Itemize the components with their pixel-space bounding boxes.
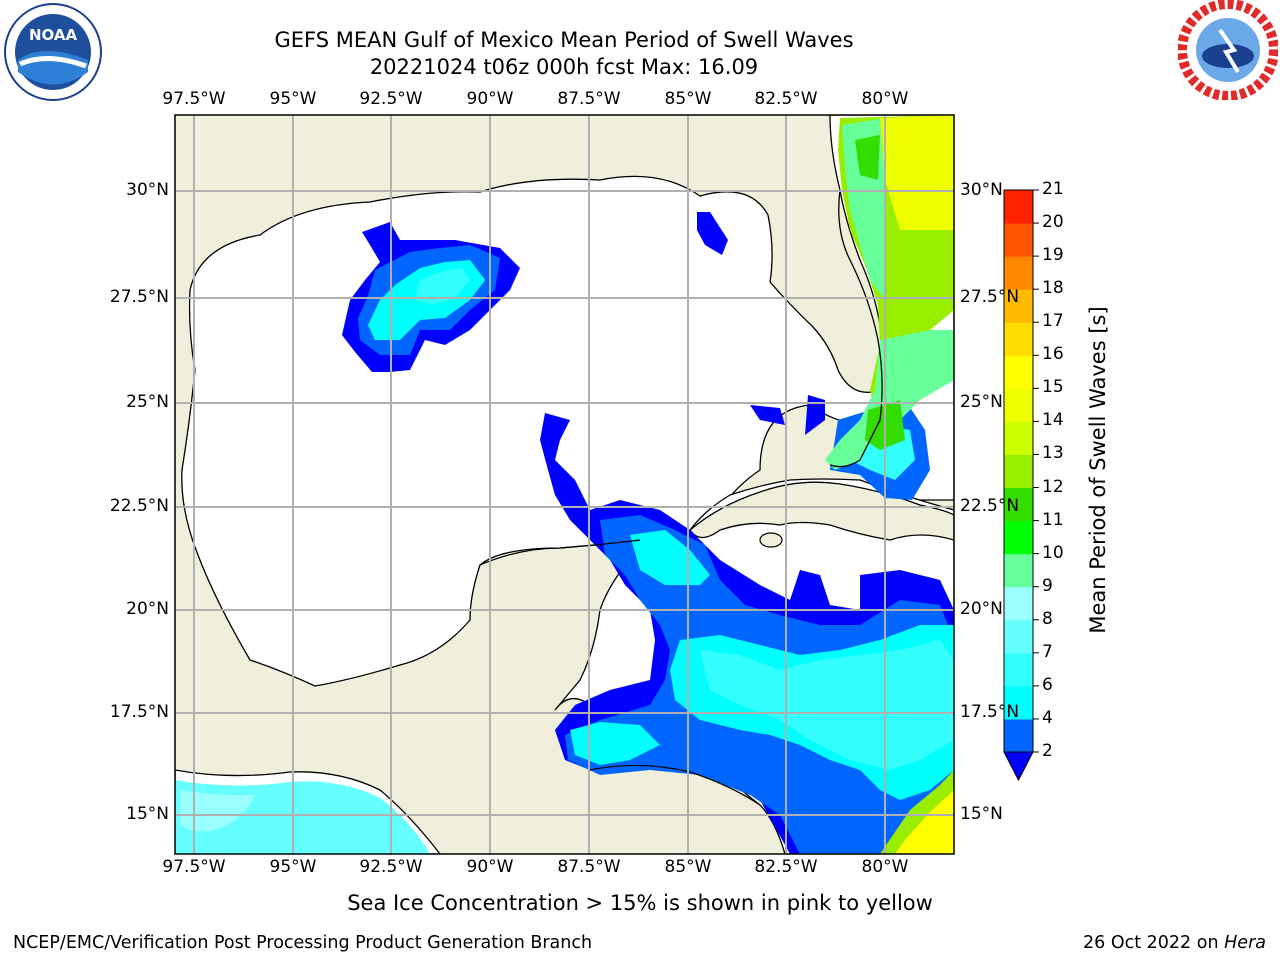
colorbar-segment [1004, 553, 1033, 588]
footer-left: NCEP/EMC/Verification Post Processing Pr… [13, 933, 593, 953]
colorbar-tick-label: 11 [1042, 509, 1064, 530]
colorbar-segment [1004, 454, 1033, 489]
colorbar-segment [1004, 520, 1033, 555]
colorbar-segment [1004, 652, 1033, 687]
colorbar-tick-label: 7 [1042, 641, 1053, 662]
colorbar-segment [1004, 322, 1033, 356]
colorbar-segment [1004, 685, 1033, 720]
lon-label-top-90w: 90°W [466, 89, 514, 109]
lon-label-top-95w: 95°W [269, 89, 317, 109]
swell-period-field [175, 115, 954, 854]
lat-label-left-15n: 15°N [126, 804, 169, 824]
noaa-logo: NOAA [2, 2, 104, 102]
footer-date: 26 Oct 2022 on [1083, 933, 1219, 953]
lat-label-left-22.5n: 22.5°N [109, 496, 169, 516]
lat-label-left-30n: 30°N [126, 180, 169, 200]
colorbar-tick-label: 14 [1042, 410, 1064, 431]
map-frame [174, 114, 955, 855]
colorbar-segment [1004, 718, 1033, 753]
lon-label-top-80w: 80°W [861, 89, 909, 109]
lon-label-bottom-90w: 90°W [466, 857, 514, 877]
lat-label-right-15n: 15°N [960, 804, 1003, 824]
colorbar-tick-label: 6 [1042, 674, 1053, 695]
graticule [175, 115, 954, 854]
lon-label-bottom-85w: 85°W [664, 857, 712, 877]
colorbar-tick-label: 18 [1042, 278, 1064, 299]
chart-title-line1: GEFS MEAN Gulf of Mexico Mean Period of … [274, 28, 854, 52]
lat-label-left-27.5n: 27.5°N [109, 287, 169, 307]
lon-label-bottom-82.5w: 82.5°W [754, 857, 818, 877]
colorbar-segment [1004, 388, 1033, 422]
colorbar-segment [1004, 586, 1033, 621]
lat-label-right-27.5n: 27.5°N [960, 287, 1020, 307]
colorbar [1003, 189, 1039, 782]
lon-label-bottom-80w: 80°W [861, 857, 909, 877]
svg-text:NOAA: NOAA [29, 26, 78, 44]
isla-juventud [759, 532, 783, 548]
lon-label-top-82.5w: 82.5°W [754, 89, 818, 109]
lat-label-left-25n: 25°N [126, 392, 169, 412]
colorbar-segment [1004, 355, 1033, 389]
colorbar-tick-label: 2 [1042, 741, 1053, 761]
lon-label-bottom-97.5w: 97.5°W [162, 857, 226, 877]
lat-label-left-20n: 20°N [126, 599, 169, 619]
colorbar-tick-label: 12 [1042, 476, 1064, 497]
colorbar-segment [1004, 619, 1033, 654]
lat-label-right-25n: 25°N [960, 392, 1003, 412]
yucatan-coast [479, 539, 641, 566]
colorbar-tick-label: 20 [1042, 212, 1064, 233]
lon-label-top-92.5w: 92.5°W [359, 89, 423, 109]
lat-label-left-17.5n: 17.5°N [109, 702, 169, 722]
colorbar-tick-label: 21 [1042, 179, 1064, 199]
colorbar-tick-label: 13 [1042, 443, 1064, 464]
lat-label-right-17.5n: 17.5°N [960, 702, 1020, 722]
lon-label-bottom-95w: 95°W [269, 857, 317, 877]
colorbar-tick-label: 15 [1042, 377, 1064, 398]
lat-label-right-22.5n: 22.5°N [960, 496, 1020, 516]
colorbar-extend-arrow [1003, 751, 1034, 782]
nws-logo [1178, 0, 1278, 100]
colorbar-segment [1004, 190, 1033, 224]
footer-host: Hera [1224, 933, 1266, 953]
florida-coast [829, 189, 883, 468]
colorbar-tick-label: 17 [1042, 311, 1064, 332]
footer-right: 26 Oct 2022 on Hera [1083, 933, 1266, 953]
colorbar-tick-label: 8 [1042, 608, 1053, 629]
lon-label-top-85w: 85°W [664, 89, 712, 109]
lon-label-top-97.5w: 97.5°W [162, 89, 226, 109]
lon-label-top-87.5w: 87.5°W [557, 89, 621, 109]
colorbar-tick-label: 10 [1042, 542, 1064, 563]
colorbar-segment [1004, 223, 1033, 257]
colorbar-segment [1004, 256, 1033, 290]
lat-label-right-20n: 20°N [960, 599, 1003, 619]
colorbar-label: Mean Period of Swell Waves [s] [1086, 306, 1110, 634]
colorbar-segment [1004, 487, 1033, 522]
colorbar-tick-label: 19 [1042, 245, 1064, 266]
colorbar-tick-label: 4 [1042, 707, 1053, 728]
colorbar-tick-label: 9 [1042, 575, 1053, 596]
honduras-coast [589, 764, 761, 806]
lon-label-bottom-87.5w: 87.5°W [557, 857, 621, 877]
lat-label-right-30n: 30°N [960, 180, 1003, 200]
sea-ice-note: Sea Ice Concentration > 15% is shown in … [347, 891, 933, 915]
colorbar-tick-label: 16 [1042, 344, 1064, 365]
colorbar-frame [1003, 189, 1034, 752]
chart-title-line2: 20221024 t06z 000h fcst Max: 16.09 [369, 55, 759, 79]
lon-label-bottom-92.5w: 92.5°W [359, 857, 423, 877]
colorbar-segment [1004, 289, 1033, 323]
colorbar-segment [1004, 421, 1033, 455]
